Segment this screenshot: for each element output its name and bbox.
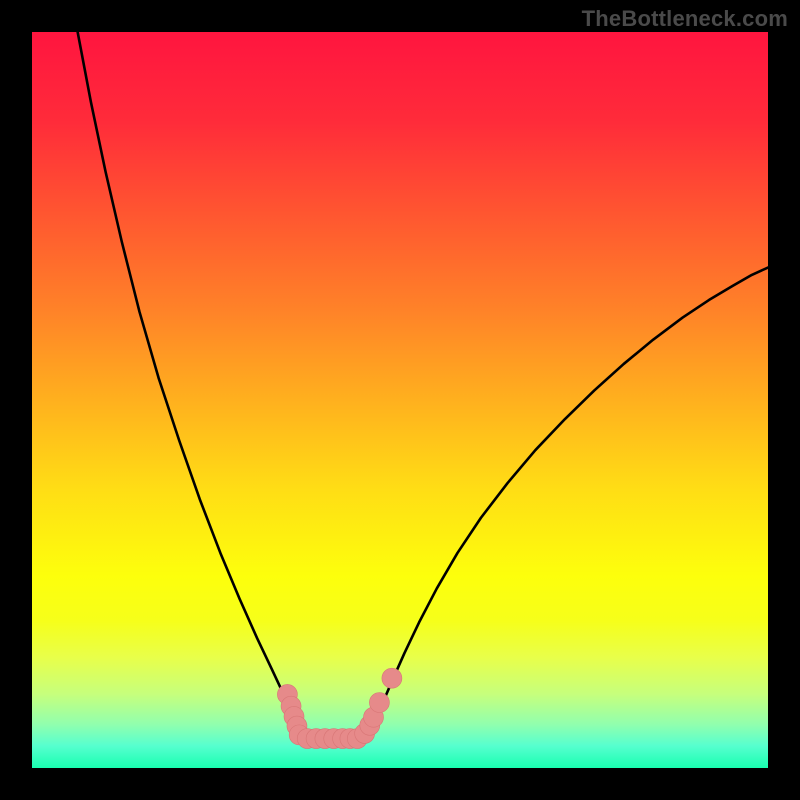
chart-container: TheBottleneck.com [0, 0, 800, 800]
plot-area [32, 32, 768, 768]
watermark-text: TheBottleneck.com [582, 6, 788, 32]
gradient-background [32, 32, 768, 768]
